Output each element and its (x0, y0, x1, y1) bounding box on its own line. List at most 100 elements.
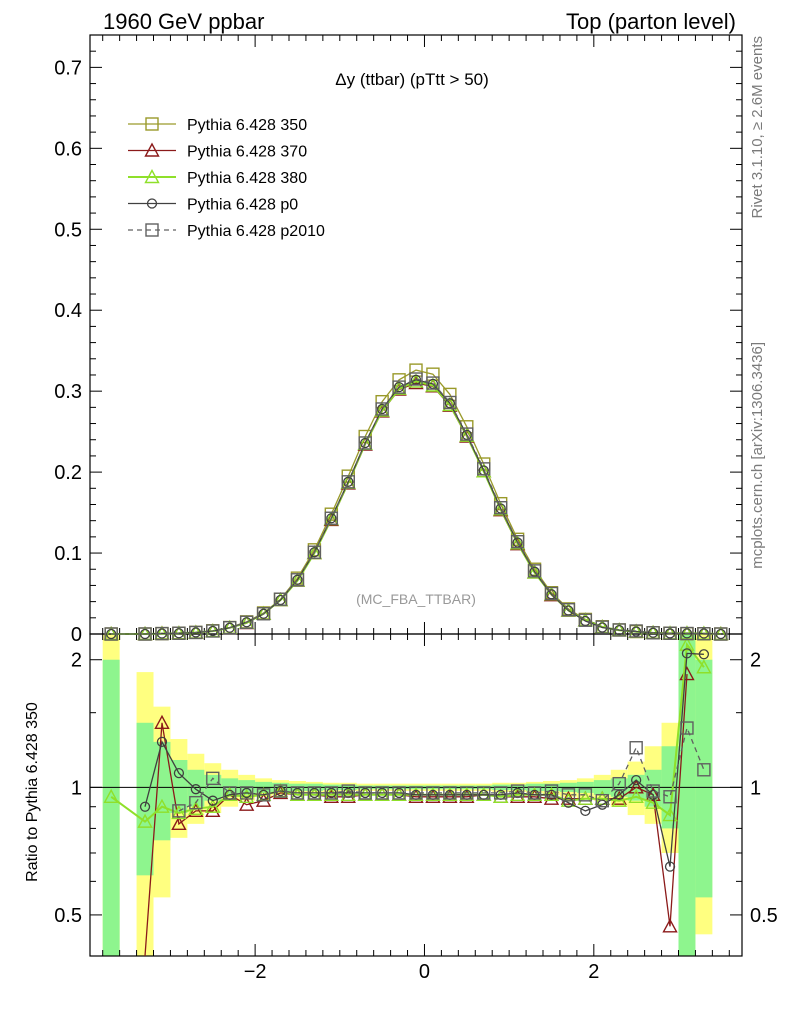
y-tick-label: 0.7 (54, 57, 82, 79)
ratio-point (171, 815, 187, 831)
ratio-point (289, 786, 306, 802)
ratio-point (408, 788, 424, 803)
y-tick-label: 0.6 (54, 138, 82, 160)
data-point (544, 586, 559, 601)
ratio-point (409, 786, 423, 800)
series-line-ratio (144, 674, 688, 957)
data-point (358, 436, 372, 450)
ratio-point (137, 813, 153, 828)
data-point (663, 626, 677, 640)
ratio-point (306, 786, 323, 802)
data-point (443, 395, 457, 410)
x-tick-label: 2 (588, 961, 599, 983)
ratio-point (526, 788, 543, 803)
ratio-point (510, 784, 525, 798)
legend-label: Pythia 6.428 370 (187, 144, 307, 161)
ratio-point (172, 804, 186, 818)
ratio-point (171, 804, 187, 820)
y-tick-label: 0.3 (54, 381, 82, 403)
ratio-point (509, 786, 526, 802)
data-point (343, 476, 354, 487)
ratio-point (645, 786, 661, 802)
data-point (190, 627, 201, 638)
data-point (647, 627, 659, 638)
header-right: Top (parton level) (566, 9, 736, 34)
data-point (138, 627, 152, 641)
ratio-point (544, 784, 559, 798)
data-point (664, 628, 676, 639)
ratio-point (154, 714, 170, 729)
ratio-point (292, 787, 303, 799)
ratio-point (664, 861, 676, 872)
ratio-point (662, 918, 678, 933)
data-point (561, 603, 576, 617)
ratio-point (577, 790, 594, 805)
ratio-point (527, 786, 542, 800)
legend-label: Pythia 6.428 350 (187, 117, 307, 134)
data-point (509, 535, 526, 550)
ratio-tick-label-right: 0.5 (750, 905, 778, 927)
legend-label: Pythia 6.428 380 (187, 170, 307, 187)
data-point (698, 628, 710, 639)
series-line-ratio (144, 652, 704, 867)
data-point (391, 380, 407, 395)
data-point (239, 615, 254, 629)
ratio-point (340, 786, 356, 802)
data-point (241, 617, 252, 628)
y-tick-label: 0.1 (54, 543, 82, 565)
ratio-point (646, 784, 660, 798)
ratio-point (139, 801, 151, 812)
ratio-point (239, 786, 254, 800)
ratio-point (662, 807, 678, 822)
data-point (375, 402, 389, 416)
ratio-point (459, 788, 475, 803)
data-point (459, 427, 475, 442)
data-point (697, 627, 711, 641)
data-point (290, 573, 305, 587)
ratio-point (425, 788, 441, 803)
x-tick-label: −2 (244, 961, 267, 983)
data-point (393, 381, 405, 393)
ratio-tick-label-left: 2 (71, 650, 82, 672)
data-point (258, 608, 269, 619)
data-point (207, 625, 218, 637)
ratio-tick-label-right: 2 (750, 650, 761, 672)
ratio-point (563, 797, 574, 808)
y-tick-label: 0.4 (54, 300, 82, 322)
data-point (477, 462, 491, 476)
data-point (426, 376, 440, 390)
ratio-tick-label-left: 1 (71, 777, 82, 799)
ratio-point (697, 763, 711, 777)
ratio-point (680, 721, 694, 735)
data-point (425, 377, 441, 392)
legend-entry-s370: Pythia 6.428 370 (128, 142, 307, 161)
legend-marker (144, 142, 160, 157)
data-point (309, 547, 320, 558)
ratio-point (307, 786, 322, 800)
data-point (392, 380, 406, 394)
ratio-point (647, 789, 659, 800)
legend-marker (144, 169, 160, 184)
ratio-point (375, 786, 389, 800)
ratio-point (238, 796, 255, 811)
legend-entry-s380: Pythia 6.428 380 (128, 169, 307, 187)
ratio-point (612, 776, 626, 791)
y-tick-label: 0.2 (54, 462, 82, 484)
ratio-point (560, 790, 577, 805)
chart-title: Δy (ttbar) (pTtt > 50) (335, 70, 489, 89)
data-point (324, 511, 339, 525)
ratio-point (681, 648, 693, 659)
ratio-point (645, 794, 661, 809)
data-point (714, 627, 728, 641)
data-point (307, 545, 322, 559)
ratio-point (443, 786, 457, 800)
data-point (326, 513, 337, 524)
y-tick-label: 0 (71, 624, 82, 646)
ratio-point (207, 795, 218, 806)
ratio-axis-label: Ratio to Pythia 6.428 350 (24, 702, 41, 882)
band-green-bin (136, 722, 154, 876)
data-point (374, 402, 390, 417)
legend-label: Pythia 6.428 p0 (187, 197, 298, 214)
ratio-point (628, 788, 644, 803)
data-point (680, 626, 694, 641)
